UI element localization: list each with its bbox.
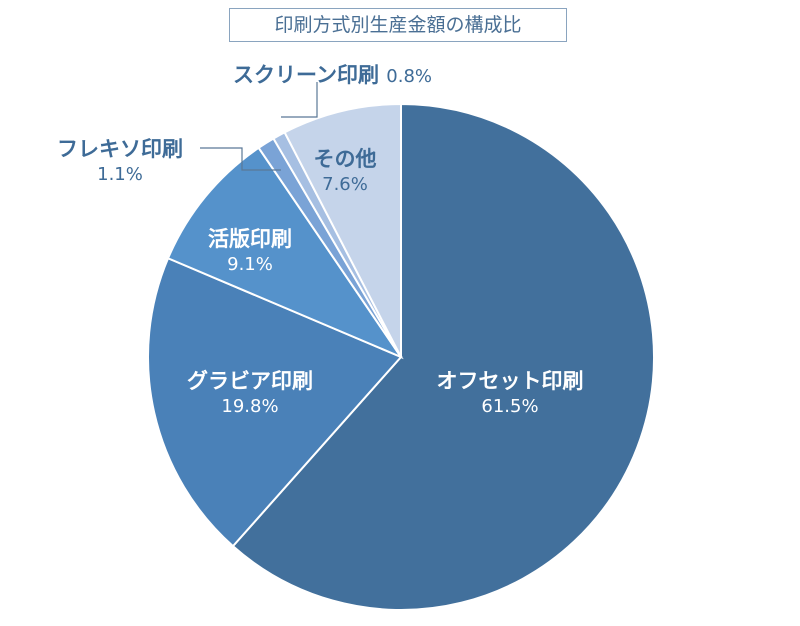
- label-other: その他 7.6%: [313, 147, 377, 195]
- label-flexo: フレキソ印刷 1.1%: [57, 137, 183, 185]
- label-offset: オフセット印刷 61.5%: [436, 369, 584, 417]
- chart-title: 印刷方式別生産金額の構成比: [229, 8, 567, 42]
- label-screen: スクリーン印刷 0.8%: [233, 63, 432, 87]
- leader-line-flexo: [200, 147, 281, 171]
- pie-slice-5: [283, 102, 402, 358]
- pie-slice-2: [166, 146, 404, 360]
- label-gravure: グラビア印刷 19.8%: [187, 369, 313, 417]
- pie-slice-0: [231, 102, 655, 611]
- label-letterpress: 活版印刷 9.1%: [208, 227, 292, 275]
- leader-line-screen: [281, 82, 318, 118]
